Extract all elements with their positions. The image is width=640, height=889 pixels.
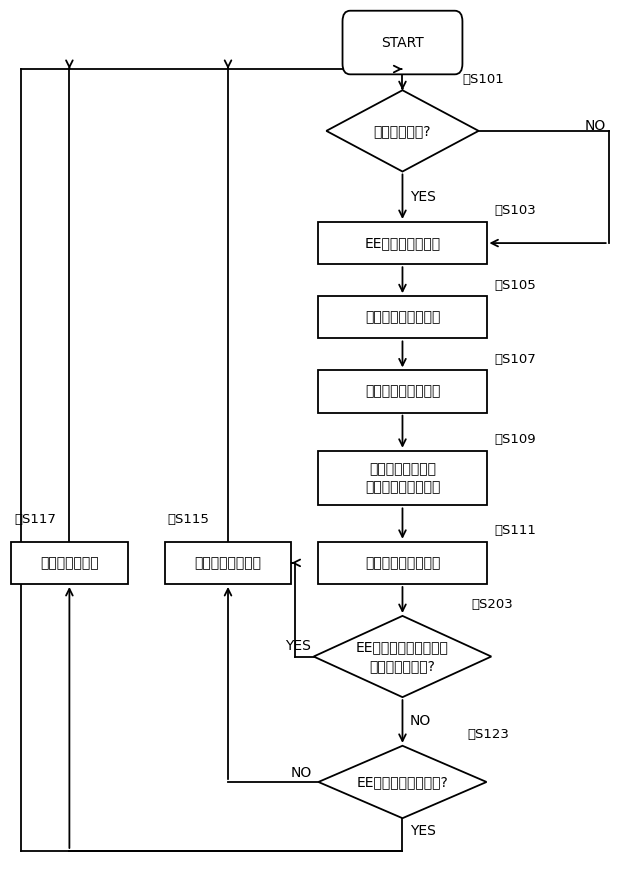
Text: ～S203: ～S203 [471,598,513,612]
Text: ～S107: ～S107 [494,353,536,366]
Text: ～S115: ～S115 [168,513,210,525]
Polygon shape [326,91,479,172]
Bar [11,541,128,584]
Bar [319,541,486,584]
Bar [319,371,486,412]
Text: ～S103: ～S103 [494,204,536,218]
Text: NO: NO [410,715,431,728]
Text: EE画像を取得する: EE画像を取得する [364,236,440,250]
Polygon shape [319,746,486,818]
Text: ～S105: ～S105 [494,278,536,292]
Text: ～S111: ～S111 [494,525,536,537]
Bar [164,541,291,584]
Text: NO: NO [291,766,312,781]
Bar [319,222,486,264]
FancyBboxPatch shape [342,11,463,75]
Text: カメラモード?: カメラモード? [374,124,431,138]
Text: EE画像が表示領域内で
所定時間が経過?: EE画像が表示領域内で 所定時間が経過? [356,640,449,673]
Bar [319,451,486,506]
Text: START: START [381,36,424,50]
Polygon shape [314,616,492,697]
Bar [319,296,486,339]
Text: NO: NO [584,119,605,133]
Text: 再生モード設定: 再生モード設定 [40,556,99,570]
Text: 操作情報を取得する: 操作情報を取得する [365,385,440,398]
Text: YES: YES [285,639,310,653]
Text: カメラモード設定: カメラモード設定 [195,556,262,570]
Text: YES: YES [410,189,436,204]
Text: 表示画像を表示する: 表示画像を表示する [365,556,440,570]
Text: ～S123: ～S123 [468,728,509,741]
Text: 操作情報に基づき
表示画像を作成する: 操作情報に基づき 表示画像を作成する [365,462,440,494]
Text: 再生画像を取得する: 再生画像を取得する [365,310,440,324]
Text: EE画像が表示領域外?: EE画像が表示領域外? [356,775,449,789]
Text: ～S117: ～S117 [14,513,56,525]
Text: YES: YES [410,824,436,838]
Text: ～S101: ～S101 [462,73,504,86]
Text: ～S109: ～S109 [494,433,536,446]
